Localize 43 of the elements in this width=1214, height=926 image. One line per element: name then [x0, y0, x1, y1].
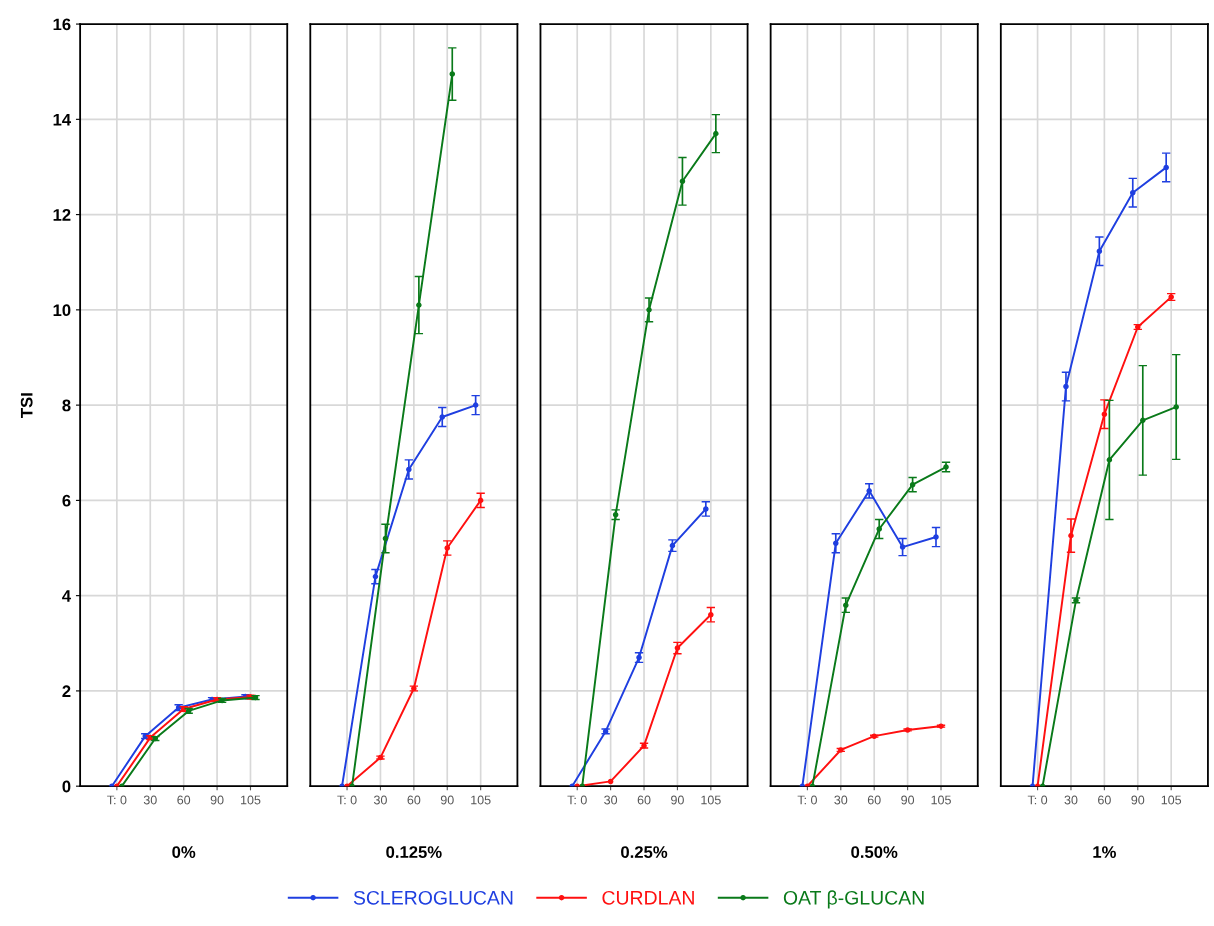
- x-tick-label: T: 0: [797, 795, 817, 805]
- x-tick-label: T: 0: [107, 795, 127, 805]
- x-tick-label: 105: [1161, 795, 1182, 805]
- y-axis-title: TSI: [20, 393, 33, 418]
- x-tick-label: 90: [210, 795, 224, 805]
- legend-label: CURDLAN: [602, 890, 694, 905]
- x-tick-label: 105: [701, 795, 721, 805]
- y-tick-label: 6: [62, 494, 71, 507]
- y-tick-label: 12: [53, 209, 71, 221]
- x-tick-label: T: 0: [567, 795, 587, 805]
- x-tick-label: 30: [834, 795, 848, 805]
- legend-label: OAT β-GLUCAN: [783, 890, 924, 909]
- x-tick-label: T: 0: [1027, 795, 1048, 805]
- y-tick-label: 10: [53, 304, 71, 317]
- x-tick-label: T: 0: [337, 795, 357, 805]
- x-axis-title: 0.25%: [621, 846, 668, 858]
- y-tick-label: 0: [62, 780, 71, 793]
- x-tick-label: 60: [867, 795, 881, 805]
- x-tick-label: 30: [1064, 795, 1078, 805]
- y-tick-label: 8: [62, 399, 71, 412]
- x-tick-label: 60: [407, 795, 421, 805]
- x-tick-label: 90: [1131, 795, 1145, 805]
- x-tick-label: 60: [1098, 795, 1111, 805]
- y-tick-label: 2: [62, 685, 71, 697]
- x-tick-label: 60: [637, 795, 651, 805]
- legend-label: SCLEROGLUCAN: [353, 890, 513, 905]
- x-tick-label: 60: [177, 795, 191, 805]
- x-tick-label: 30: [604, 795, 618, 805]
- x-tick-label: 30: [373, 795, 387, 805]
- y-tick-label: 16: [53, 18, 71, 31]
- x-tick-label: 30: [143, 795, 157, 805]
- y-tick-label: 14: [53, 113, 72, 126]
- x-tick-label: 105: [241, 795, 261, 805]
- x-tick-label: 105: [471, 795, 491, 805]
- y-tick-label: 4: [62, 590, 72, 602]
- x-tick-label: 90: [901, 795, 915, 805]
- x-tick-label: 90: [671, 795, 684, 805]
- x-tick-label: 105: [931, 795, 951, 805]
- x-axis-title: 0%: [172, 846, 196, 858]
- x-tick-label: 90: [440, 795, 454, 805]
- x-axis-title: 0.50%: [851, 846, 898, 858]
- x-axis-title: 0.125%: [386, 846, 442, 858]
- x-axis-title: 1%: [1093, 846, 1116, 858]
